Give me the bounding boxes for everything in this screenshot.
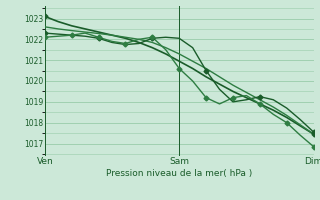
- X-axis label: Pression niveau de la mer( hPa ): Pression niveau de la mer( hPa ): [106, 169, 252, 178]
